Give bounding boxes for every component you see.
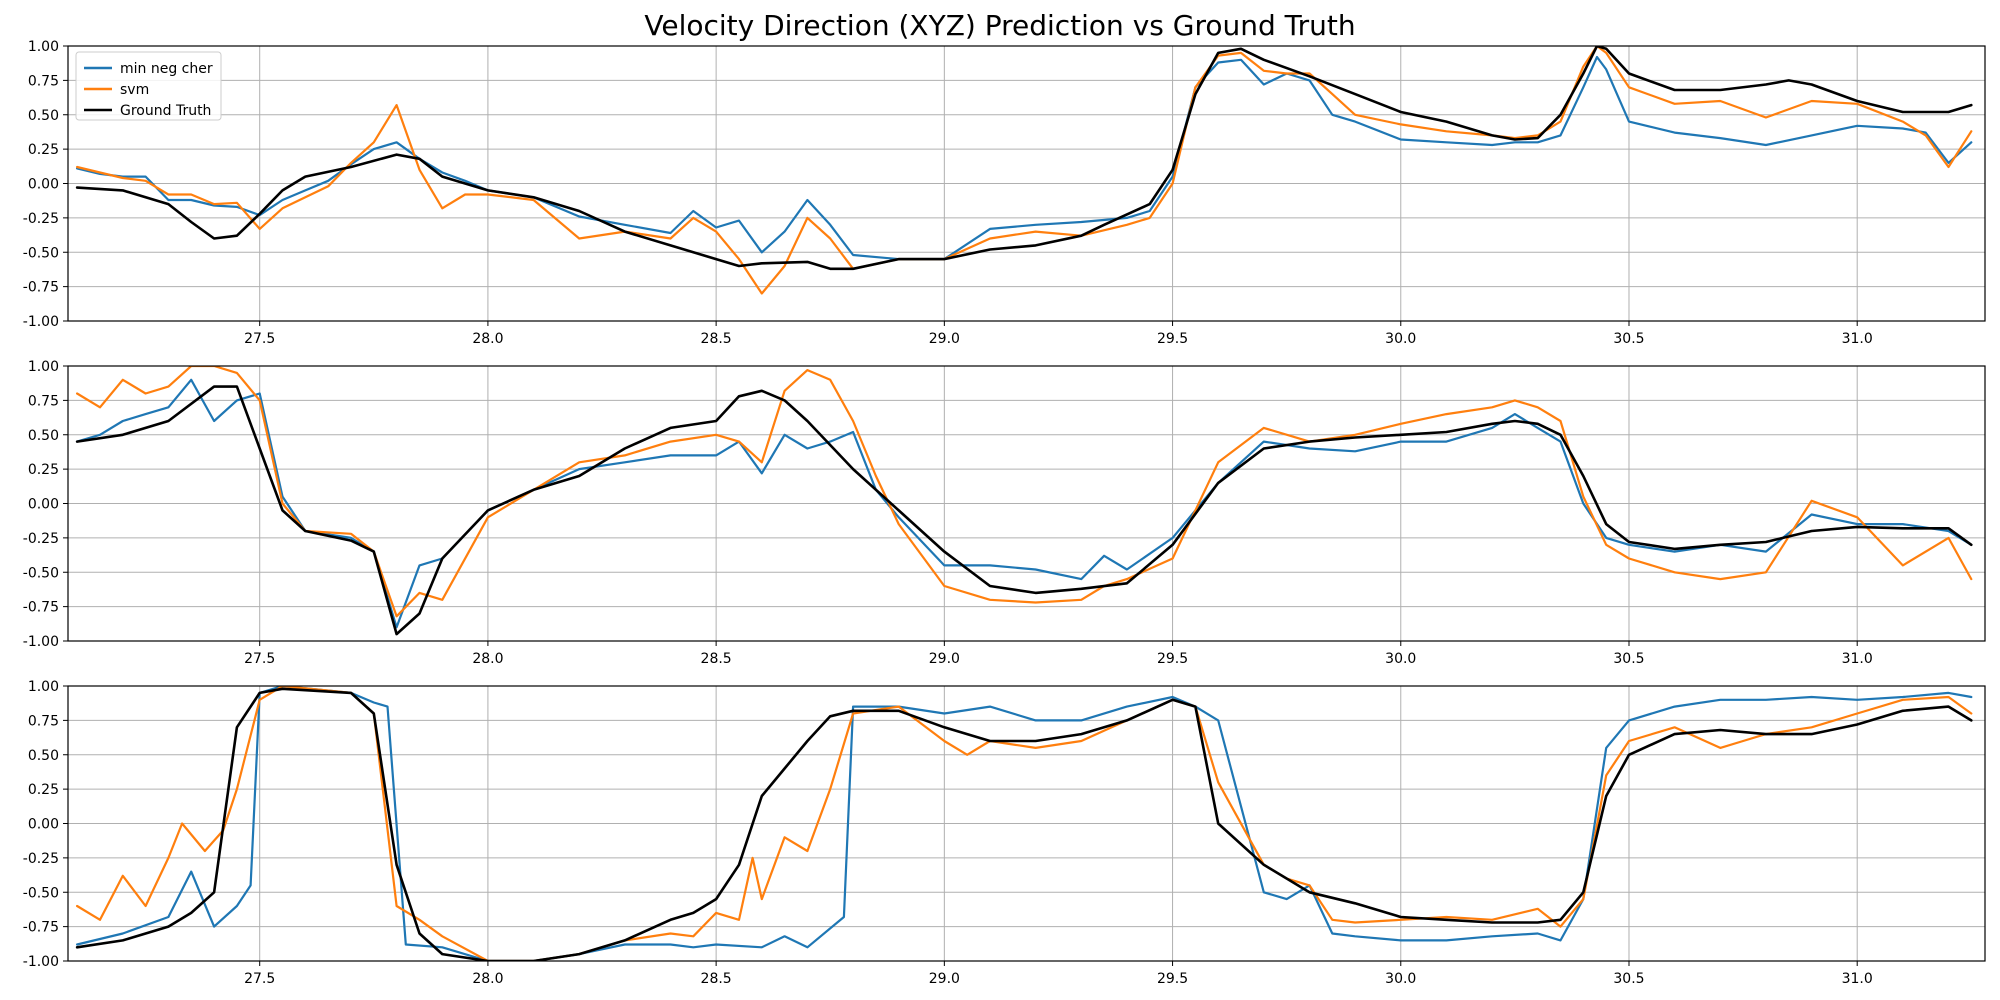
axes-frame	[67, 45, 1986, 322]
subplot-3: 27.5 28.0 28.5 29.0 29.5 30.0 30.5 31.0 -1.00 -0.…	[23, 679, 1986, 987]
x-tick-label: 28.0	[472, 651, 503, 667]
axes-frame	[67, 685, 1986, 962]
x-tick-label: 27.5	[244, 331, 275, 347]
legend-box	[75, 51, 222, 121]
y-tick-label: 0.50	[28, 428, 59, 444]
x-tick-label: 31.0	[1842, 651, 1873, 667]
x-tick-label: 27.5	[244, 971, 275, 987]
subplot-2: 27.5 28.0 28.5 29.0 29.5 30.0 30.5 31.0 -1.00 -0.…	[23, 359, 1986, 667]
y-tick-label: 1.00	[28, 359, 59, 375]
y-tick-label: -1.00	[23, 314, 59, 330]
legend: min neg cher svm Ground Truth	[75, 51, 222, 121]
y-tick-label: -0.50	[23, 885, 59, 901]
legend-label: Ground Truth	[120, 103, 211, 119]
x-tick-label: 31.0	[1842, 331, 1873, 347]
series-line-min-neg-cher	[76, 55, 1973, 261]
subplot-1: 27.5 28.0 28.5 29.0 29.5 30.0 30.5 31.0 -1.00 -0.…	[23, 39, 1986, 347]
x-tick-label: 30.5	[1613, 651, 1644, 667]
y-tick-label: -1.00	[23, 954, 59, 970]
y-tick-label: -0.25	[23, 531, 59, 547]
series-line-min-neg-cher	[76, 686, 1973, 961]
x-tick-label: 29.0	[929, 331, 960, 347]
y-tick-label: 1.00	[28, 39, 59, 55]
x-tick-label: 29.5	[1157, 971, 1188, 987]
x-tick-label: 28.0	[472, 971, 503, 987]
y-tick-label: -0.25	[23, 211, 59, 227]
series-line-svm	[76, 46, 1973, 295]
x-tick-label: 29.5	[1157, 651, 1188, 667]
x-tick-label: 29.0	[929, 651, 960, 667]
x-tick-label: 30.5	[1613, 331, 1644, 347]
axes-frame	[67, 365, 1986, 642]
y-tick-label: 0.00	[28, 497, 59, 513]
legend-label: min neg cher	[120, 61, 213, 77]
series-line-ground-truth	[75, 385, 1973, 636]
y-tick-label: -0.25	[23, 851, 59, 867]
x-tick-label: 29.5	[1157, 331, 1188, 347]
series-line-svm	[76, 686, 1973, 961]
y-tick-label: 0.75	[28, 73, 59, 89]
x-tick-label: 28.5	[701, 651, 732, 667]
x-tick-label: 27.5	[244, 651, 275, 667]
y-tick-label: 0.50	[28, 748, 59, 764]
y-tick-label: -0.75	[23, 600, 59, 616]
x-tick-label: 31.0	[1842, 971, 1873, 987]
legend-label: svm	[120, 82, 149, 98]
x-tick-label: 30.5	[1613, 971, 1644, 987]
x-tick-label: 30.0	[1385, 331, 1416, 347]
y-tick-label: 1.00	[28, 679, 59, 695]
x-tick-label: 30.0	[1385, 971, 1416, 987]
y-tick-label: -0.50	[23, 245, 59, 261]
y-tick-label: 0.50	[28, 108, 59, 124]
series-line-ground-truth	[75, 687, 1973, 961]
y-tick-label: -0.50	[23, 565, 59, 581]
x-tick-label: 30.0	[1385, 651, 1416, 667]
figure-title: Velocity Direction (XYZ) Prediction vs G…	[644, 9, 1355, 42]
series-line-ground-truth	[75, 46, 1973, 271]
subplots: 27.5 28.0 28.5 29.0 29.5 30.0 30.5 31.0 -1.00 -0.…	[23, 39, 1986, 987]
x-tick-label: 28.5	[701, 331, 732, 347]
y-tick-label: 0.00	[28, 817, 59, 833]
y-tick-label: 0.25	[28, 462, 59, 478]
y-tick-label: 0.75	[28, 713, 59, 729]
y-tick-label: 0.75	[28, 393, 59, 409]
y-tick-label: 0.25	[28, 782, 59, 798]
series-line-svm	[76, 366, 1973, 618]
x-tick-label: 28.5	[701, 971, 732, 987]
y-tick-label: -0.75	[23, 280, 59, 296]
y-tick-label: 0.25	[28, 142, 59, 158]
y-tick-label: 0.00	[28, 177, 59, 193]
x-tick-label: 29.0	[929, 971, 960, 987]
y-tick-label: -1.00	[23, 634, 59, 650]
x-tick-label: 28.0	[472, 331, 503, 347]
y-tick-label: -0.75	[23, 920, 59, 936]
